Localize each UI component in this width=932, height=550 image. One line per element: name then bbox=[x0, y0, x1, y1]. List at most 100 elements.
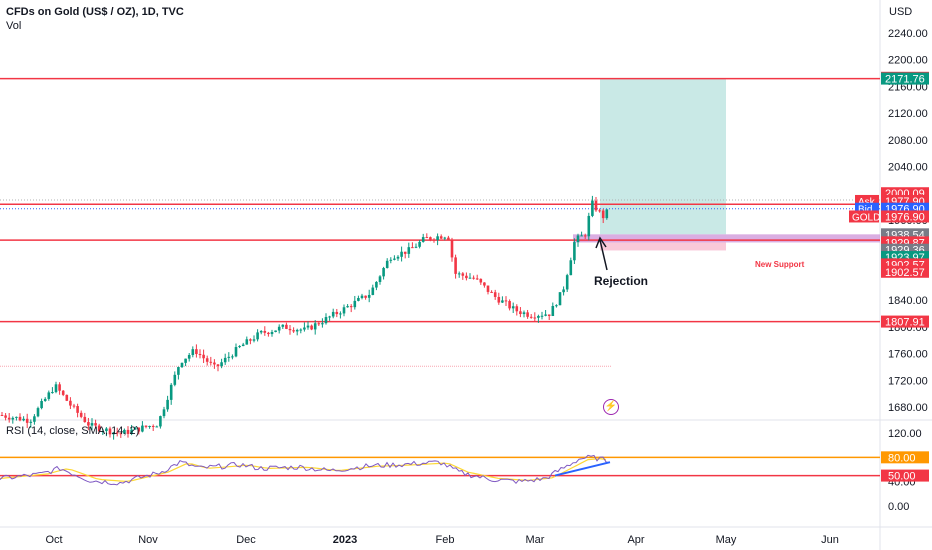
time-tick-label: Mar bbox=[526, 534, 545, 546]
stop-zone bbox=[600, 242, 726, 251]
price-label: 2171.76 bbox=[885, 74, 925, 86]
candle-body bbox=[137, 427, 141, 432]
candle-body bbox=[490, 291, 493, 293]
annotations: Rejection New Support bbox=[594, 236, 805, 288]
target-zone bbox=[600, 78, 726, 235]
candle-body bbox=[353, 300, 357, 308]
candle-body bbox=[591, 200, 594, 216]
candle-body bbox=[321, 323, 324, 325]
candle-body bbox=[76, 406, 79, 413]
candle-body bbox=[162, 409, 166, 417]
candle-body bbox=[234, 347, 238, 357]
candle-body bbox=[61, 390, 65, 395]
time-tick-label: Dec bbox=[236, 534, 256, 546]
candle-body bbox=[396, 256, 400, 259]
candle-body bbox=[432, 239, 436, 241]
candle-body bbox=[447, 237, 450, 240]
candle-body bbox=[187, 355, 191, 359]
candle-body bbox=[479, 278, 483, 283]
candle-body bbox=[105, 428, 108, 432]
candle-body bbox=[371, 287, 375, 295]
candle-body bbox=[429, 237, 432, 240]
candle-body bbox=[367, 294, 371, 298]
rsi-label-box bbox=[881, 451, 929, 464]
price-label-box bbox=[881, 315, 929, 328]
candle-body bbox=[357, 298, 360, 301]
time-tick-label: Feb bbox=[436, 534, 455, 546]
candle-body bbox=[177, 367, 180, 375]
candle-body bbox=[151, 425, 155, 427]
candle-body bbox=[461, 273, 465, 276]
candle-body bbox=[54, 384, 58, 393]
candle-body bbox=[414, 246, 418, 248]
candle-body bbox=[148, 425, 151, 427]
candle-body bbox=[587, 215, 591, 237]
candle-body bbox=[529, 316, 533, 318]
price-tick-label: 1680.00 bbox=[888, 402, 928, 414]
price-label: 1902.57 bbox=[885, 267, 925, 279]
candle-body bbox=[295, 329, 299, 332]
candle-body bbox=[403, 251, 407, 254]
currency-label[interactable]: USD bbox=[889, 6, 913, 18]
price-tick-label: 1720.00 bbox=[888, 375, 928, 387]
candle-body bbox=[497, 296, 501, 303]
candle-body bbox=[249, 339, 252, 341]
candle-body bbox=[94, 423, 97, 426]
candle-body bbox=[216, 364, 220, 367]
candle-body bbox=[306, 325, 310, 328]
rsi-label-value: 80.00 bbox=[888, 452, 916, 464]
candle-body bbox=[324, 317, 328, 324]
candle-body bbox=[335, 311, 339, 315]
candle-body bbox=[274, 330, 277, 332]
candle-body bbox=[112, 432, 115, 435]
rsi-label[interactable]: RSI (14, close, SMA, 14, 2) bbox=[6, 425, 140, 437]
candle-body bbox=[231, 356, 234, 358]
rsi-trendline bbox=[554, 461, 611, 477]
candle-body bbox=[457, 273, 461, 275]
candle-body bbox=[504, 300, 508, 302]
candle-body bbox=[198, 354, 202, 356]
candle-body bbox=[270, 331, 274, 335]
time-tick-label: Nov bbox=[138, 534, 158, 546]
candle-body bbox=[573, 242, 576, 261]
candle-body bbox=[364, 295, 367, 298]
candle-body bbox=[533, 317, 537, 319]
candle-body bbox=[468, 277, 472, 279]
candles bbox=[0, 195, 609, 440]
rsi-line bbox=[0, 454, 610, 486]
volume-label: Vol bbox=[6, 20, 22, 32]
rsi-label-value: 50.00 bbox=[888, 471, 916, 483]
candle-body bbox=[515, 306, 519, 312]
candle-body bbox=[555, 305, 558, 307]
candle-body bbox=[169, 384, 173, 400]
price-prefix: GOLD bbox=[852, 212, 880, 223]
price-label: 1807.91 bbox=[885, 317, 925, 329]
candle-body bbox=[256, 332, 259, 340]
candle-body bbox=[227, 356, 231, 358]
candle-body bbox=[421, 237, 425, 242]
price-label-box bbox=[881, 265, 929, 278]
lightning-icon[interactable]: ⚡ bbox=[603, 399, 619, 415]
candle-body bbox=[252, 339, 256, 341]
price-axis[interactable]: 2240.002200.002160.002120.002080.002040.… bbox=[849, 28, 929, 513]
trade-zones bbox=[573, 78, 880, 251]
candle-body bbox=[245, 339, 249, 345]
candle-body bbox=[547, 314, 551, 316]
price-label: 1976.90 bbox=[885, 211, 925, 223]
candle-body bbox=[317, 323, 321, 325]
candle-body bbox=[159, 416, 162, 427]
candle-body bbox=[133, 427, 137, 430]
candle-body bbox=[544, 314, 547, 316]
price-tick-label: 2120.00 bbox=[888, 108, 928, 120]
candle-body bbox=[303, 327, 306, 330]
new-support-label: New Support bbox=[755, 260, 805, 269]
candle-body bbox=[123, 429, 126, 434]
candle-body bbox=[501, 300, 504, 303]
candle-body bbox=[598, 210, 601, 212]
candle-body bbox=[519, 311, 522, 315]
time-tick-label: Oct bbox=[45, 534, 62, 546]
candle-body bbox=[605, 209, 609, 219]
candle-body bbox=[173, 374, 177, 385]
time-axis[interactable]: Oct Nov Dec 2023 Feb Mar Apr May Jun bbox=[45, 534, 838, 546]
